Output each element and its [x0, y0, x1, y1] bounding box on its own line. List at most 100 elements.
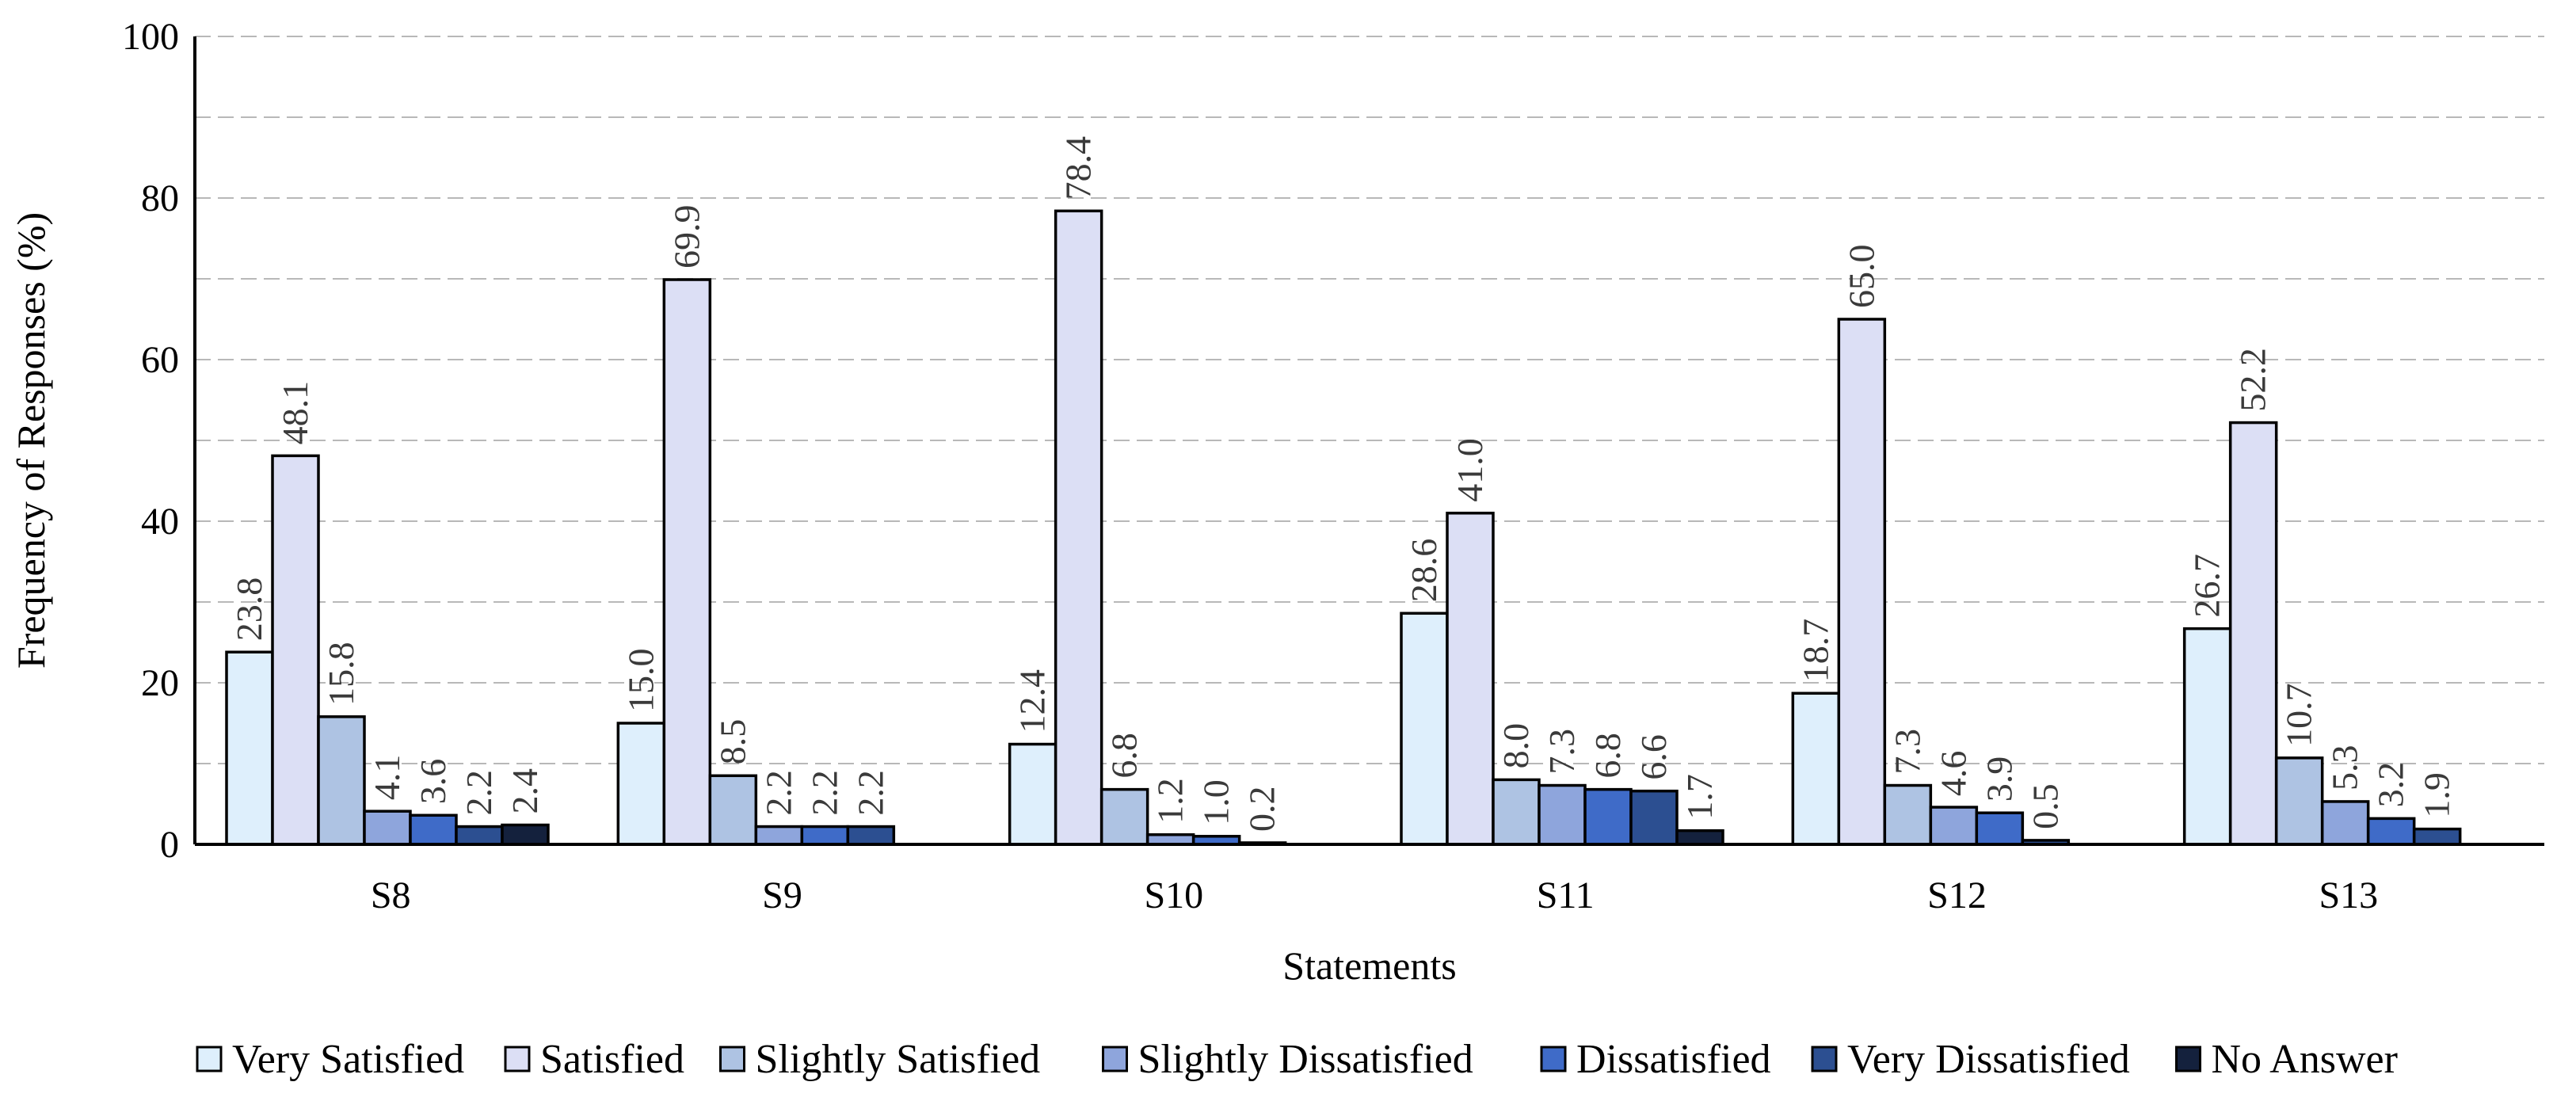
data-label: 7.3	[1887, 729, 1927, 775]
x-tick-label: S11	[1537, 874, 1595, 916]
data-label: 2.2	[459, 770, 499, 816]
data-label: 6.6	[1633, 734, 1674, 780]
data-label: 7.3	[1541, 729, 1582, 775]
data-label: 2.2	[758, 770, 798, 815]
bar-s11-no-answer	[1675, 829, 1724, 846]
data-label: 4.6	[1933, 751, 1973, 797]
legend-item: Very Dissatisfied	[1811, 1037, 2130, 1082]
bar-s11-very-satisfied	[1400, 611, 1449, 846]
x-tick-label: S13	[2319, 874, 2378, 916]
gridlines	[195, 36, 2544, 764]
data-label: 1.0	[1196, 779, 1237, 825]
bar-s9-slightly-satisfied	[708, 774, 758, 846]
legend-label: No Answer	[2212, 1037, 2398, 1082]
data-label: 15.8	[321, 642, 361, 706]
y-tick-label: 60	[141, 339, 179, 381]
bar-s10-slightly-satisfied	[1099, 787, 1149, 846]
bar-s13-slightly-satisfied	[2274, 756, 2324, 846]
bar-s11-satisfied	[1446, 512, 1495, 846]
legend-item: Satisfied	[504, 1037, 684, 1082]
y-tick-labels: 0 20 40 60 80 100	[122, 16, 179, 866]
data-label: 15.0	[620, 649, 661, 713]
bar-s13-very-satisfied	[2182, 627, 2232, 846]
data-label: 41.0	[1450, 438, 1490, 502]
bar-s10-satisfied	[1054, 209, 1103, 846]
data-label: 2.4	[505, 768, 545, 814]
legend-label: Dissatisfied	[1576, 1037, 1771, 1082]
legend-item: Dissatisfied	[1540, 1037, 1771, 1082]
y-tick-label: 40	[141, 501, 179, 543]
legend-swatch	[196, 1046, 223, 1072]
data-label: 1.7	[1679, 774, 1720, 820]
legend-label: Satisfied	[540, 1037, 684, 1082]
x-axis-title: Statements	[1282, 943, 1456, 988]
data-label: 10.7	[2279, 683, 2319, 747]
x-tick-labels: S8 S9 S10 S11 S12 S13	[371, 874, 2378, 916]
data-label: 5.3	[2325, 745, 2365, 791]
y-tick-label: 20	[141, 662, 179, 704]
bar-s10-very-satisfied	[1008, 742, 1057, 846]
legend-item: Slightly Satisfied	[719, 1037, 1041, 1082]
data-label: 3.9	[1979, 756, 2019, 802]
legend: Very Satisfied Satisfied Slightly Satisfie…	[196, 1037, 2398, 1082]
bar-s9-satisfied	[662, 278, 712, 846]
bar-s11-dissatisfied	[1583, 787, 1633, 846]
bar-s12-satisfied	[1837, 318, 1887, 846]
bar-s8-no-answer	[501, 823, 550, 846]
data-label: 78.4	[1058, 136, 1099, 200]
data-label: 23.8	[229, 577, 269, 642]
y-tick-label: 80	[141, 177, 179, 219]
data-label: 69.9	[666, 205, 707, 269]
data-label: 6.8	[1104, 733, 1145, 779]
bar-s9-very-satisfied	[616, 722, 666, 846]
y-axis-title: Frequency of Responses (%)	[9, 212, 53, 669]
x-tick-label: S12	[1927, 874, 1987, 916]
bar-s12-very-satisfied	[1791, 691, 1841, 846]
legend-item: Slightly Dissatisfied	[1102, 1037, 1473, 1082]
data-label: 65.0	[1841, 245, 1881, 309]
legend-item: No Answer	[2175, 1037, 2398, 1082]
bar-s8-slightly-satisfied	[317, 715, 366, 846]
data-label: 2.2	[850, 770, 890, 816]
bar-s8-dissatisfied	[409, 813, 458, 846]
legend-swatch	[1811, 1046, 1838, 1072]
bar-s13-slightly-dissatisfied	[2320, 800, 2370, 846]
legend-item: Very Satisfied	[196, 1037, 464, 1082]
x-tick-label: S9	[762, 874, 802, 916]
data-label: 18.7	[1795, 619, 1835, 683]
data-label: 8.5	[712, 719, 753, 765]
axes	[193, 36, 2544, 846]
bar-s9-dissatisfied	[800, 825, 850, 846]
bar-s8-slightly-dissatisfied	[363, 810, 412, 846]
data-label: 0.2	[1242, 786, 1282, 832]
bar-s8-very-satisfied	[225, 650, 274, 846]
bar-s11-slightly-satisfied	[1492, 778, 1541, 846]
legend-label: Very Satisfied	[232, 1037, 464, 1082]
bar-s8-very-dissatisfied	[455, 825, 504, 846]
data-label: 6.8	[1587, 733, 1628, 779]
data-label: 48.1	[275, 381, 315, 445]
data-label: 4.1	[367, 755, 407, 801]
data-label: 0.5	[2025, 783, 2065, 829]
bar-s13-very-dissatisfied	[2412, 827, 2462, 846]
y-tick-label: 100	[122, 16, 179, 58]
bar-s11-slightly-dissatisfied	[1538, 783, 1587, 846]
data-label: 1.9	[2417, 772, 2457, 818]
x-tick-label: S8	[371, 874, 411, 916]
data-label: 8.0	[1496, 723, 1536, 769]
legend-swatch	[1540, 1046, 1567, 1072]
data-label: 2.2	[804, 770, 844, 816]
data-label: 28.6	[1404, 539, 1444, 603]
data-label: 3.2	[2371, 762, 2411, 808]
bar-s11-very-dissatisfied	[1629, 789, 1679, 846]
data-label: 1.2	[1150, 778, 1191, 824]
bar-s8-satisfied	[271, 454, 320, 846]
legend-swatch	[719, 1046, 745, 1072]
legend-label: Very Dissatisfied	[1847, 1037, 2130, 1082]
legend-label: Slightly Satisfied	[756, 1037, 1041, 1082]
data-labels: 23.848.115.84.1 3.6 2.2 2.415.069.98.52.2 2.…	[229, 136, 2457, 832]
bar-s12-slightly-dissatisfied	[1929, 806, 1979, 846]
bar-s9-very-dissatisfied	[846, 825, 896, 846]
bar-s13-dissatisfied	[2366, 817, 2416, 846]
